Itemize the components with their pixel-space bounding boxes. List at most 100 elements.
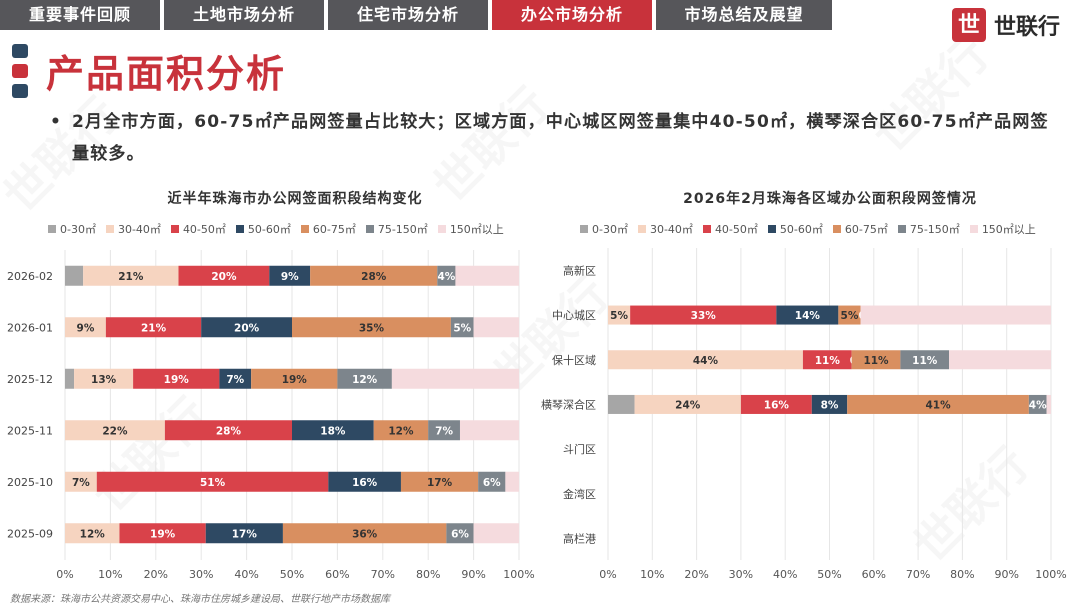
y-category-label: 2025-11 xyxy=(7,424,53,437)
bar-segment xyxy=(178,265,270,286)
x-tick-label: 90% xyxy=(461,568,485,581)
tab-events[interactable]: 重要事件回顾 xyxy=(0,0,160,30)
legend-item: 75-150㎡ xyxy=(365,221,428,237)
decor-square-icon xyxy=(12,84,28,98)
y-category-label: 高栏港 xyxy=(563,532,596,546)
x-tick-label: 20% xyxy=(144,568,168,581)
x-tick-label: 40% xyxy=(234,568,258,581)
x-tick-label: 50% xyxy=(280,568,304,581)
bar-segment xyxy=(608,305,631,325)
bar-segment xyxy=(1028,394,1047,414)
bar-segment xyxy=(455,265,519,286)
bar-segment xyxy=(282,523,447,544)
data-label: 28% xyxy=(361,271,387,283)
bar-segment xyxy=(310,265,438,286)
x-tick-label: 100% xyxy=(503,568,534,581)
tab-residential-market[interactable]: 住宅市场分析 xyxy=(328,0,488,30)
data-label: 35% xyxy=(359,322,385,334)
bar-segment xyxy=(65,265,84,286)
bar-segment xyxy=(446,523,474,544)
bar-segment xyxy=(811,394,848,414)
y-category-label: 保十区域 xyxy=(552,353,596,367)
data-label: 41% xyxy=(925,399,951,411)
data-label: 7% xyxy=(72,477,90,489)
data-label: 14% xyxy=(795,310,821,322)
data-label: 17% xyxy=(232,528,258,540)
bar-segment xyxy=(437,265,456,286)
data-label: 28% xyxy=(216,425,242,437)
data-label: 13% xyxy=(91,374,117,386)
x-tick-label: 80% xyxy=(950,568,974,581)
legend-item: 50-60㎡ xyxy=(235,221,291,237)
bar-segment xyxy=(251,368,338,389)
tab-land-market[interactable]: 土地市场分析 xyxy=(164,0,324,30)
x-tick-label: 70% xyxy=(371,568,395,581)
bar-segment xyxy=(373,420,429,441)
data-label: 7% xyxy=(226,374,244,386)
bar-segment xyxy=(740,394,812,414)
bar-segment xyxy=(630,305,777,325)
tab-office-market[interactable]: 办公市场分析 xyxy=(492,0,652,30)
data-label: 6% xyxy=(483,477,501,489)
x-tick-label: 40% xyxy=(773,568,797,581)
x-tick-label: 20% xyxy=(684,568,708,581)
bar-segment xyxy=(269,265,311,286)
decor-square-icon xyxy=(12,44,28,58)
data-label: 12% xyxy=(388,425,414,437)
bar-segment xyxy=(119,523,206,544)
bar-segment xyxy=(1046,394,1051,414)
y-category-label: 2025-10 xyxy=(7,476,53,489)
x-tick-label: 100% xyxy=(1035,568,1066,581)
y-category-label: 金湾区 xyxy=(563,487,596,501)
data-label: 44% xyxy=(693,355,719,367)
data-label: 33% xyxy=(691,310,717,322)
legend-item: 60-75㎡ xyxy=(300,221,356,237)
legend-item: 30-40㎡ xyxy=(105,221,161,237)
bar-segment xyxy=(838,305,861,325)
data-label: 11% xyxy=(815,355,841,367)
legend-item: 75-150㎡ xyxy=(897,221,960,237)
bullet-dot-icon: • xyxy=(50,112,63,132)
bar-segment xyxy=(478,471,506,492)
data-label: 22% xyxy=(102,425,128,437)
data-label: 20% xyxy=(234,322,260,334)
x-tick-label: 0% xyxy=(56,568,73,581)
left-chart-legend: 0-30㎡ 30-40㎡ 40-50㎡ 50-60㎡ 60-75㎡ 75-150… xyxy=(48,221,514,237)
summary-bullet: • 2月全市方面，60-75㎡产品网签量占比较大；区域方面，中心城区网签量集中4… xyxy=(50,106,1050,170)
bar-segment xyxy=(201,317,292,338)
bar-segment xyxy=(292,317,451,338)
data-label: 19% xyxy=(282,374,308,386)
data-label: 6% xyxy=(451,528,469,540)
data-label: 8% xyxy=(821,399,839,411)
bar-segment xyxy=(634,394,741,414)
x-tick-label: 50% xyxy=(817,568,841,581)
brand-logo: 世 世联行 xyxy=(951,8,1060,42)
y-category-label: 高新区 xyxy=(563,263,596,277)
bar-segment xyxy=(105,317,202,338)
x-tick-label: 60% xyxy=(325,568,349,581)
data-source-note: 数据来源：珠海市公共资源交易中心、珠海市住房城乡建设局、世联行地产市场数据库 xyxy=(10,594,390,605)
bar-segment xyxy=(292,420,374,441)
right-chart-title: 2026年2月珠海各区域办公面积段网签情况 xyxy=(683,191,977,207)
bar-segment xyxy=(473,523,519,544)
legend-item: 40-50㎡ xyxy=(170,221,226,237)
data-label: 11% xyxy=(863,355,889,367)
bar-segment xyxy=(776,305,839,325)
tab-summary-outlook[interactable]: 市场总结及展望 xyxy=(656,0,832,30)
legend-item: 60-75㎡ xyxy=(832,221,888,237)
bar-segment xyxy=(133,368,220,389)
data-label: 7% xyxy=(435,425,453,437)
x-tick-label: 10% xyxy=(98,568,122,581)
data-label: 9% xyxy=(77,322,95,334)
x-tick-label: 80% xyxy=(416,568,440,581)
title-decoration xyxy=(12,44,28,104)
bar-segment xyxy=(219,368,252,389)
summary-text: 2月全市方面，60-75㎡产品网签量占比较大；区域方面，中心城区网签量集中40-… xyxy=(72,112,1049,164)
y-category-label: 斗门区 xyxy=(563,442,596,456)
bar-segment xyxy=(802,350,852,370)
bar-segment xyxy=(450,317,474,338)
data-label: 19% xyxy=(164,374,190,386)
legend-item: 30-40㎡ xyxy=(637,221,693,237)
data-label: 4% xyxy=(437,271,455,283)
